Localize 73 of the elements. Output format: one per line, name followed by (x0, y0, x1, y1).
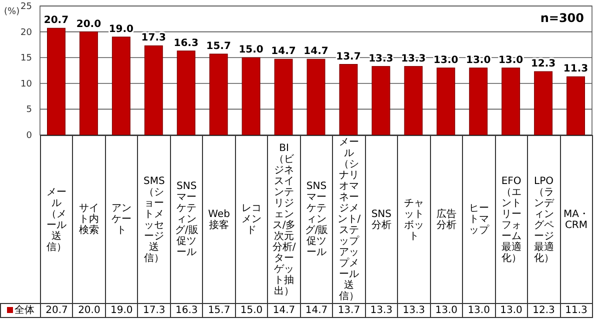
y-tick-label: 15 (20, 54, 32, 64)
x-tick-label: レコメンド (235, 136, 268, 304)
data-label: 19.0 (105, 304, 138, 318)
bar (502, 68, 520, 136)
data-label: 15.0 (235, 304, 268, 318)
annotation: n=300 (540, 11, 584, 25)
data-label: 15.7 (202, 304, 236, 318)
data-label: 14.7 (268, 304, 300, 318)
text: 14.7 (271, 46, 296, 58)
x-tick-label: LPO（ランディングページ最適化） (528, 136, 560, 304)
text: 13.0 (434, 54, 458, 66)
x-tick-label: サイト内検索 (72, 136, 106, 304)
text: 20.7 (44, 15, 69, 26)
x-tick-label: Web接客 (202, 136, 236, 304)
text: 14.7 (304, 46, 328, 58)
y-tick-label: 10 (20, 79, 32, 90)
text: 15.0 (238, 44, 264, 56)
data-label: 12.3 (528, 304, 560, 318)
y-axis-title: (%) (4, 7, 20, 17)
x-tick-label: SNSマーケティング/販促ツール (300, 136, 333, 304)
bar (47, 28, 66, 136)
bar (404, 66, 423, 136)
bar (566, 76, 585, 136)
bar (176, 50, 196, 136)
bar (469, 68, 488, 136)
x-tick-label: EFO（エントリーフォーム最適化） (495, 136, 528, 304)
bar (144, 45, 163, 136)
x-tick-label: SNSマーケティング/販促ツール (170, 136, 203, 304)
bar (209, 54, 228, 136)
y-tick-label: 20 (20, 28, 32, 38)
data-label: 13.0 (430, 304, 463, 318)
y-tick-label: 25 (20, 2, 32, 12)
bar (534, 71, 553, 136)
bar (436, 68, 456, 136)
data-label: 20.0 (72, 304, 106, 318)
y-tick-label: 0 (26, 131, 32, 141)
x-tick-label: MA・CRM (560, 136, 592, 304)
bar (372, 66, 390, 136)
x-tick-label: メール（メール送信） (40, 136, 73, 304)
x-tick-label: アンケート (105, 136, 138, 304)
legend-label: 全体 (14, 305, 34, 316)
text: 20.0 (76, 18, 102, 30)
text: 17.3 (141, 32, 166, 44)
data-label: 13.3 (365, 304, 398, 318)
bar (242, 57, 260, 136)
text: 15.7 (206, 40, 231, 52)
bar (306, 58, 326, 136)
x-tick-label: ヒートマップ (462, 136, 496, 304)
text: 12.3 (530, 58, 556, 70)
bar (112, 36, 130, 136)
data-label: 13.3 (398, 304, 430, 318)
data-label: 17.3 (138, 304, 170, 318)
category-label: メール（シナリオマネージメント/ステップアップメール送信） (337, 137, 361, 302)
bar (274, 58, 293, 136)
x-tick-label: 広告分析 (430, 136, 463, 304)
text: 16.3 (174, 38, 198, 49)
x-tick-label: チャットボット (398, 136, 430, 304)
data-label: 14.7 (300, 304, 333, 318)
data-label: 13.7 (332, 304, 366, 318)
category-label: BI（ビジネスインテリジェンス/多次元分析/ターゲット抽出） (272, 142, 296, 296)
y-tick-label: 5 (26, 105, 32, 116)
data-label: 13.0 (462, 304, 496, 318)
x-tick-label: SNS分析 (365, 136, 398, 304)
data-label: 16.3 (170, 304, 203, 318)
data-label: 11.3 (560, 304, 592, 318)
bar (79, 32, 98, 136)
text: 11.3 (563, 64, 588, 75)
text: 13.0 (466, 54, 491, 66)
data-label: 20.7 (40, 304, 73, 318)
data-label: 13.0 (495, 304, 528, 318)
bar (339, 64, 358, 136)
text: 13.0 (498, 54, 524, 66)
x-tick-label: SMS（ショートメッセージ送信） (138, 136, 170, 304)
